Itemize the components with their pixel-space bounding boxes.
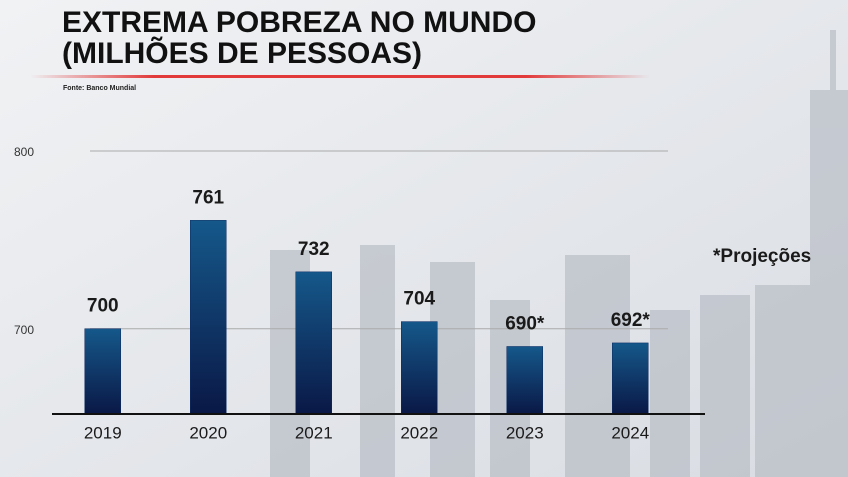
bar: [401, 321, 438, 415]
x-tick-label: 2020: [189, 423, 227, 442]
bar: [612, 342, 649, 415]
value-label: 704: [403, 289, 435, 310]
bar: [295, 271, 332, 415]
bar: [190, 220, 227, 415]
x-tick-label: 2021: [295, 423, 333, 442]
source: Fonte: Banco Mundial: [63, 85, 136, 92]
chart-title: (MILHÕES DE PESSOAS): [62, 36, 422, 70]
x-tick-label: 2023: [506, 423, 544, 442]
bar: [84, 328, 121, 415]
bar: [506, 346, 543, 415]
x-tick-label: 2022: [400, 423, 438, 442]
value-label: 690*: [505, 313, 545, 334]
value-label: 700: [87, 296, 119, 317]
y-tick-label: 700: [14, 323, 34, 337]
value-label: 732: [298, 239, 330, 260]
value-label: 761: [192, 187, 224, 208]
chart-title: EXTREMA POBREZA NO MUNDO: [62, 6, 536, 39]
title-rule: [30, 75, 650, 78]
y-tick-label: 800: [14, 145, 34, 159]
x-tick-label: 2019: [84, 423, 122, 442]
value-label: 692*: [611, 310, 651, 331]
x-tick-label: 2024: [611, 423, 649, 442]
note: *Projeções: [713, 246, 811, 267]
